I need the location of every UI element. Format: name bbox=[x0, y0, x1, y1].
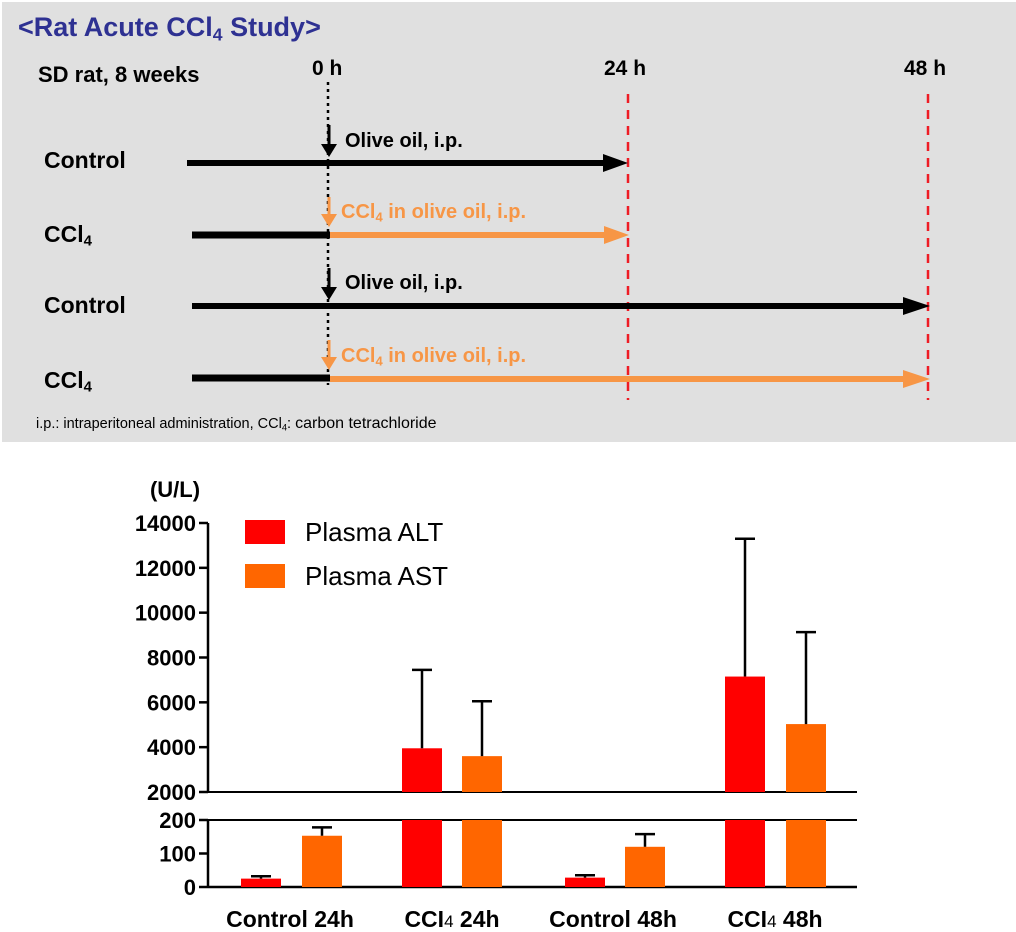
bar-plasma-ast bbox=[625, 846, 665, 887]
group-label-text: CCl bbox=[44, 221, 84, 247]
group-label-ccl4-48h: CCl4 bbox=[44, 367, 92, 395]
ccl4-24h-arrowhead bbox=[604, 226, 629, 244]
y-tick-label: 100 bbox=[159, 842, 196, 867]
dosing-label-ccl4-48h: CCl4 in olive oil, i.p. bbox=[341, 345, 527, 369]
timepoint-48h: 48 h bbox=[904, 57, 947, 80]
legend-swatch bbox=[245, 520, 285, 544]
y-tick-label: 6000 bbox=[147, 690, 196, 715]
y-tick-label: 8000 bbox=[147, 646, 196, 671]
dosing-pre: CCl bbox=[341, 345, 376, 367]
dosing-sub: 4 bbox=[375, 353, 383, 369]
timepoint-24h: 24 h bbox=[604, 57, 647, 80]
dosing-label-control-24h: Olive oil, i.p. bbox=[345, 130, 463, 152]
dosing-post: in olive oil, i.p. bbox=[382, 345, 527, 367]
bar-plasma-ast-lower-segment bbox=[786, 820, 826, 887]
footnote-sub: 4 bbox=[281, 421, 288, 433]
group-label-sub: 4 bbox=[83, 232, 92, 250]
dosing-post: in olive oil, i.p. bbox=[382, 201, 527, 223]
x-tick-label: Control 24h bbox=[226, 906, 354, 932]
group-label-control-48h: Control bbox=[44, 292, 126, 318]
legend-label: Plasma ALT bbox=[305, 517, 443, 547]
bar-plasma-ast-upper-segment bbox=[462, 756, 502, 792]
ccl4-48h-arrowhead bbox=[903, 370, 930, 388]
bar-plasma-ast bbox=[302, 835, 342, 887]
dosing-pre: CCl bbox=[341, 201, 376, 223]
ccl4-48h-dose-arrowhead bbox=[321, 357, 337, 370]
study-title-post: Study> bbox=[222, 12, 321, 42]
ccl4-24h-dose-arrowhead bbox=[321, 214, 337, 227]
group-label-ccl4-24h: CCl4 bbox=[44, 221, 92, 249]
x-tick-label: CCI4 48h bbox=[727, 906, 822, 932]
group-label-sub: 4 bbox=[83, 378, 92, 396]
animal-label: SD rat, 8 weeks bbox=[38, 62, 200, 87]
bar-plasma-alt-upper-segment bbox=[402, 748, 442, 792]
bar-plasma-ast-upper-segment bbox=[786, 724, 826, 792]
study-title: <Rat Acute CCl4 Study> bbox=[18, 12, 321, 45]
timepoint-0h: 0 h bbox=[312, 57, 343, 80]
study-design-panel bbox=[2, 2, 1016, 442]
bar-plasma-ast-lower-segment bbox=[462, 820, 502, 887]
y-tick-label: 10000 bbox=[135, 601, 196, 626]
dosing-label-ccl4-24h: CCl4 in olive oil, i.p. bbox=[341, 201, 527, 225]
y-tick-label: 2000 bbox=[147, 780, 196, 805]
footnote: i.p.: intraperitoneal administration, CC… bbox=[36, 416, 437, 432]
bar-plasma-alt-lower-segment bbox=[725, 820, 765, 887]
bar-plasma-alt bbox=[241, 878, 281, 887]
group-label-text: CCl bbox=[44, 367, 84, 393]
footnote-pre: i.p.: intraperitoneal administration, CC… bbox=[36, 416, 282, 432]
footnote-mid: : bbox=[287, 416, 296, 432]
study-title-sub: 4 bbox=[212, 24, 223, 45]
bar-plasma-alt-lower-segment bbox=[402, 820, 442, 887]
bar-plasma-alt bbox=[565, 877, 605, 887]
y-axis-label: (U/L) bbox=[150, 477, 200, 502]
legend-swatch bbox=[245, 564, 285, 588]
y-tick-label: 12000 bbox=[135, 556, 196, 581]
dosing-label-control-48h: Olive oil, i.p. bbox=[345, 272, 463, 294]
control-48h-arrowhead bbox=[903, 297, 930, 315]
y-tick-label: 14000 bbox=[135, 511, 196, 536]
y-tick-label: 0 bbox=[184, 875, 196, 900]
x-tick-label: Control 48h bbox=[549, 906, 677, 932]
control-48h-dose-arrowhead bbox=[321, 287, 337, 300]
footnote-post: carbon tetrachloride bbox=[295, 415, 437, 432]
control-24h-arrowhead bbox=[603, 154, 628, 172]
y-tick-label: 4000 bbox=[147, 735, 196, 760]
x-tick-label: CCI4 24h bbox=[404, 906, 499, 932]
legend-label: Plasma AST bbox=[305, 561, 448, 591]
study-timeline bbox=[187, 82, 930, 400]
study-title-pre: <Rat Acute CCl bbox=[18, 12, 213, 42]
dosing-sub: 4 bbox=[375, 209, 383, 225]
bar-plasma-alt-upper-segment bbox=[725, 676, 765, 792]
group-label-control-24h: Control bbox=[44, 147, 126, 173]
y-tick-label: 200 bbox=[159, 808, 196, 833]
control-24h-dose-arrowhead bbox=[321, 144, 337, 157]
